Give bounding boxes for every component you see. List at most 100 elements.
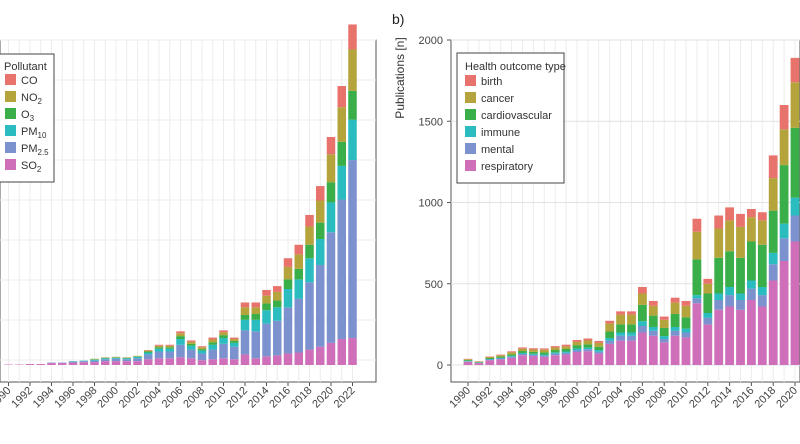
x-tick-label: 1996 [513, 385, 539, 411]
bar-segment-so2 [326, 342, 336, 365]
panel-b-label: b) [392, 11, 404, 27]
bar-segment-so2 [68, 362, 78, 365]
bar-segment-respiratory [496, 359, 506, 365]
bar-segment-so2 [337, 339, 346, 365]
bar-segment-co [165, 344, 174, 346]
x-tick-label: 2016 [731, 385, 757, 411]
x-tick-label: 2004 [600, 385, 626, 411]
bar-segment-pm25 [305, 282, 314, 350]
bar-segment-immune [594, 350, 604, 352]
bar-segment-cancer [648, 305, 658, 316]
bar-segment-no2 [176, 333, 185, 337]
bar-segment-respiratory [703, 324, 713, 365]
bar-segment-mental [627, 335, 636, 341]
bar-segment-mental [496, 358, 506, 360]
bar-segment-so2 [90, 362, 99, 365]
bar-segment-pm10 [101, 358, 110, 360]
bar-segment-cardiovascular [768, 210, 778, 253]
bar-segment-so2 [144, 359, 153, 365]
bar-segment-cardiovascular [757, 244, 767, 287]
legend-swatch-co [5, 74, 16, 85]
bar-segment-pm25 [208, 349, 217, 360]
bar-segment-cancer [638, 293, 647, 305]
bar-segment-cancer [659, 319, 669, 328]
bar-segment-cardiovascular [529, 351, 538, 354]
bar-segment-cardiovascular [681, 317, 691, 329]
bar-segment-immune [561, 351, 571, 353]
bar-segment-respiratory [627, 340, 636, 365]
bar-segment-respiratory [747, 300, 756, 365]
bar-segment-mental [714, 300, 724, 310]
bar-segment-immune [572, 348, 582, 351]
bar-segment-respiratory [518, 355, 527, 365]
bar-segment-pm25 [154, 351, 164, 359]
bar-segment-birth [496, 354, 506, 356]
x-tick-label: 2002 [578, 385, 604, 411]
bar-segment-so2 [25, 364, 35, 365]
bar-segment-respiratory [550, 355, 560, 365]
bar-segment-cancer [485, 357, 495, 359]
bar-segment-mental [605, 340, 615, 344]
bar-segment-cancer [703, 283, 713, 294]
x-tick-label: 2022 [332, 385, 358, 411]
bar-segment-so2 [208, 359, 217, 365]
bar-segment-cardiovascular [572, 345, 582, 349]
bar-segment-immune [714, 293, 724, 300]
bar-segment-cancer [496, 355, 506, 357]
bar-segment-respiratory [561, 354, 571, 365]
bar-segment-birth [616, 311, 625, 315]
bar-segment-pm10 [240, 319, 250, 331]
x-tick-label: 2004 [138, 385, 164, 411]
x-tick-label: 2006 [622, 385, 648, 411]
bar-segment-cancer [692, 231, 702, 260]
bar-segment-no2 [219, 332, 228, 336]
bar-segment-pm10 [176, 339, 185, 345]
bar-segment-birth [583, 338, 593, 341]
bar-segment-respiratory [659, 342, 669, 365]
bar-segment-co [273, 286, 282, 292]
bar-segment-so2 [230, 359, 239, 365]
bar-segment-immune [703, 313, 713, 318]
bar-segment-immune [496, 357, 506, 359]
bar-segment-cancer [627, 314, 636, 325]
bar-segment-pm25 [101, 359, 110, 362]
bar-segment-birth [518, 347, 527, 349]
bar-segment-birth [605, 320, 615, 324]
bar-segment-no2 [154, 345, 164, 348]
legend-label-immune: immune [481, 127, 520, 139]
bar-segment-mental [507, 356, 516, 358]
bar-segment-cardiovascular [692, 259, 702, 296]
bar-segment-pm25 [251, 331, 260, 359]
legend-swatch-immune [465, 126, 476, 137]
bar-segment-respiratory [648, 335, 658, 365]
bar-segment-respiratory [539, 356, 549, 365]
bar-segment-no2 [165, 345, 174, 348]
bar-segment-no2 [251, 307, 260, 315]
bar-segment-respiratory [529, 356, 538, 365]
bar-segment-cancer [550, 347, 560, 351]
bar-segment-immune [583, 347, 593, 350]
legend-swatch-so2 [5, 159, 16, 170]
bar-segment-no2 [305, 226, 314, 245]
bar-segment-respiratory [583, 351, 593, 365]
x-tick-label: 2008 [644, 385, 670, 411]
bar-segment-o3 [262, 303, 271, 311]
bar-segment-no2 [230, 339, 239, 341]
bar-segment-so2 [165, 358, 174, 365]
bar-segment-birth [638, 287, 647, 294]
bar-segment-mental [616, 335, 625, 341]
bar-segment-birth [681, 300, 691, 306]
bar-segment-respiratory [768, 280, 778, 365]
bar-segment-so2 [219, 358, 228, 365]
bar-segment-co [283, 258, 293, 267]
bar-segment-cancer [681, 305, 691, 318]
bar-segment-respiratory [594, 353, 604, 365]
bar-segment-o3 [187, 343, 196, 346]
panel-b-legend-title: Health outcome type [465, 61, 566, 73]
bar-segment-cardiovascular [605, 331, 615, 339]
bar-segment-mental [594, 351, 604, 354]
x-tick-label: 1992 [9, 385, 35, 411]
bar-segment-immune [757, 287, 767, 296]
